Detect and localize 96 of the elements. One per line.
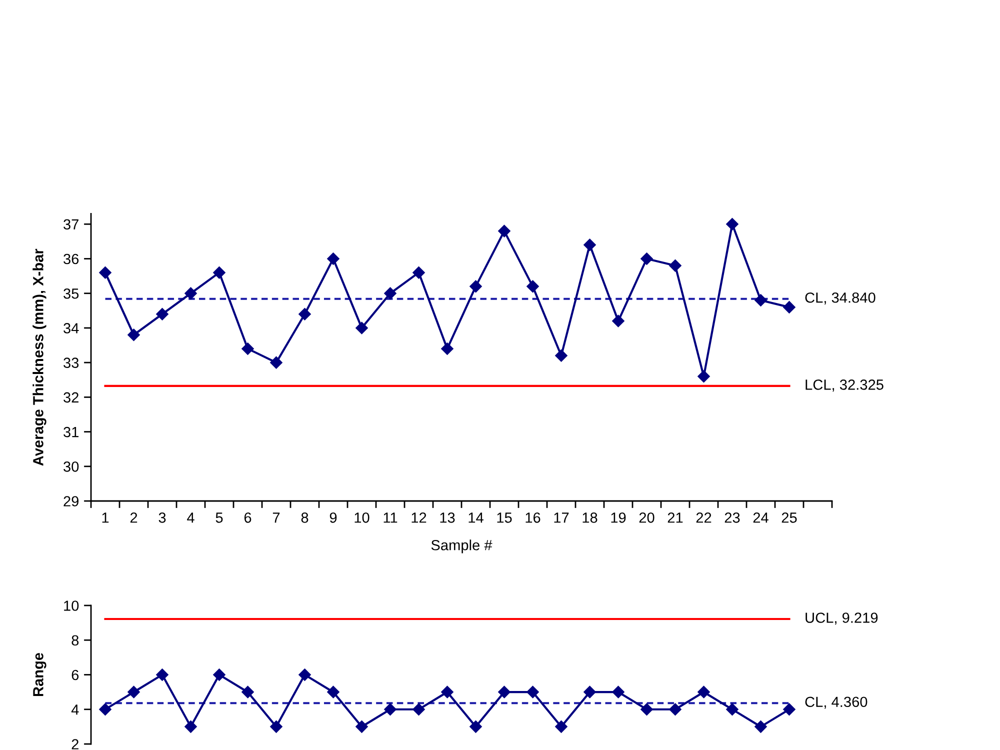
x-tick-label: 6	[244, 512, 252, 523]
x-tick-label: 20	[639, 512, 654, 523]
y-tick-label: 33	[64, 358, 79, 368]
x-axis-title: Sample #	[431, 540, 492, 554]
point	[184, 287, 197, 300]
point	[184, 720, 197, 733]
x-tick-label: 7	[272, 512, 280, 523]
point	[612, 686, 624, 698]
ref-line-label: UCL, 9.219	[806, 612, 878, 625]
point	[584, 686, 596, 698]
point	[327, 252, 340, 265]
x-tick-label: 1	[102, 512, 109, 523]
point	[298, 668, 311, 681]
point	[470, 720, 482, 733]
point	[526, 686, 539, 698]
y-tick-label: 29	[64, 496, 79, 506]
point	[327, 686, 340, 698]
point	[441, 342, 454, 355]
point	[584, 238, 596, 251]
y-tick-label: 35	[64, 288, 79, 299]
x-tick-label: 15	[497, 512, 512, 523]
point	[128, 686, 140, 698]
x-tick-label: 17	[554, 512, 569, 523]
point	[298, 308, 311, 320]
point	[612, 314, 624, 328]
x-tick-label: 5	[216, 512, 223, 523]
ref-line-label: CL, 34.840	[805, 292, 876, 305]
point	[526, 280, 539, 293]
point	[242, 342, 254, 355]
y-tick-label: 6	[72, 670, 79, 680]
point	[384, 287, 396, 300]
x-tick-label: 24	[753, 512, 768, 523]
x-tick-label: 3	[158, 512, 166, 523]
point	[640, 703, 653, 716]
point	[213, 668, 226, 681]
point	[412, 266, 425, 279]
point	[99, 703, 112, 716]
point	[754, 294, 767, 306]
x-tick-label: 13	[440, 512, 455, 523]
x-tick-label: 22	[696, 512, 712, 523]
y-tick-label: 34	[64, 323, 79, 334]
y-tick-label: 36	[64, 254, 79, 264]
y-axis-title: Range	[33, 652, 46, 696]
x-tick-label: 2	[130, 512, 138, 523]
point	[726, 703, 738, 716]
point	[470, 280, 482, 293]
point	[242, 686, 254, 698]
point	[356, 720, 368, 733]
y-tick-label: 31	[64, 426, 78, 438]
x-tick-label: 19	[611, 512, 626, 523]
point	[356, 322, 368, 334]
point	[726, 218, 738, 230]
y-tick-label: 10	[64, 600, 79, 611]
point	[698, 370, 710, 383]
x-tick-label: 23	[724, 512, 740, 523]
x-tick-label: 21	[668, 512, 683, 523]
point	[441, 686, 454, 698]
point	[640, 252, 653, 265]
point	[754, 720, 767, 733]
y-tick-label: 2	[72, 739, 78, 750]
x-tick-label: 11	[384, 512, 398, 523]
point	[498, 224, 510, 238]
point	[783, 703, 796, 716]
y-tick-label: 30	[64, 461, 79, 472]
point	[128, 328, 140, 341]
ref-line-label: CL, 4.360	[805, 696, 868, 709]
y-tick-label: 37	[64, 219, 78, 230]
point	[156, 668, 168, 681]
x-tick-label: 14	[468, 512, 484, 523]
point	[270, 720, 282, 733]
point	[99, 266, 112, 279]
point	[156, 308, 168, 320]
x-tick-label: 8	[301, 512, 308, 523]
point	[270, 356, 282, 369]
x-tick-label: 16	[526, 512, 540, 523]
ref-line-label: LCL, 32.325	[806, 380, 884, 392]
point	[213, 266, 226, 279]
point	[555, 350, 568, 362]
point	[669, 703, 682, 716]
x-tick-label: 4	[187, 512, 194, 523]
point	[412, 703, 425, 716]
y-tick-label: 32	[64, 392, 78, 403]
point	[783, 301, 796, 314]
point	[498, 686, 510, 698]
y-axis-title: Average Thickness (mm), X-bar	[32, 248, 46, 466]
x-tick-label: 18	[582, 512, 598, 523]
point	[669, 260, 682, 272]
x-tick-label: 25	[782, 512, 797, 523]
point	[384, 703, 396, 716]
x-tick-label: 10	[354, 512, 370, 523]
y-tick-label: 8	[72, 635, 79, 646]
point	[555, 720, 568, 733]
y-tick-label: 4	[71, 704, 79, 715]
point	[698, 686, 710, 698]
x-tick-label: 12	[412, 512, 426, 523]
x-tick-label: 9	[330, 512, 337, 523]
